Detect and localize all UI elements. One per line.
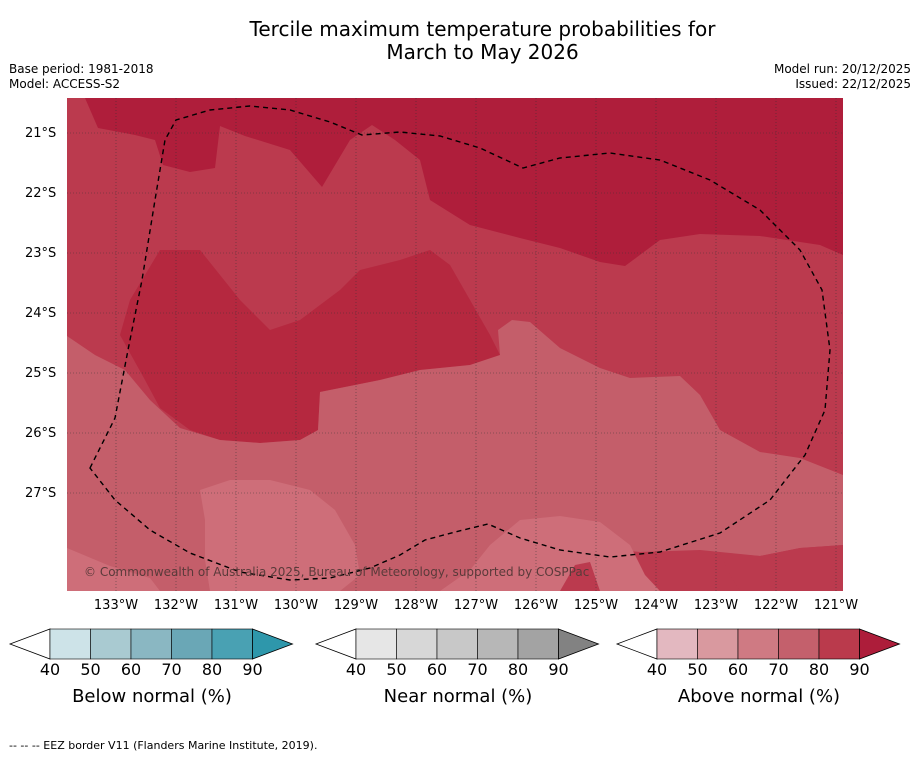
colorbar-segment — [211, 628, 253, 660]
lon-label: 130°W — [273, 598, 319, 613]
lon-label: 131°W — [213, 598, 259, 613]
colorbar-segment — [171, 628, 213, 660]
colorbar-segment — [355, 628, 397, 660]
eez-border — [89, 105, 831, 581]
chart-title: Tercile maximum temperature probabilitie… — [0, 18, 919, 64]
colorbar-segment — [49, 628, 91, 660]
colorbar-label-above: Above normal (%) — [677, 686, 841, 707]
colorbar-segment — [778, 628, 820, 660]
colorbar-segment — [130, 628, 172, 660]
colorbar-tick-label: 50 — [386, 660, 407, 679]
copyright-note: © Commonwealth of Australia 2025, Bureau… — [84, 565, 590, 579]
meta-right: Model run: 20/12/2025 Issued: 22/12/2025 — [774, 62, 911, 92]
lat-label: 22°S — [25, 186, 57, 201]
lon-label: 132°W — [153, 598, 199, 613]
colorbar-arrow-high — [252, 628, 294, 660]
colorbar-tick-label: 50 — [687, 660, 708, 679]
colorbar-arrow-high — [859, 628, 901, 660]
colorbar-tick-label: 60 — [426, 660, 448, 679]
lat-label: 24°S — [25, 306, 57, 321]
colorbar-tick-label: 70 — [768, 660, 789, 679]
colorbar-tick-label: 80 — [808, 660, 830, 679]
colorbar-arrow-low — [314, 628, 357, 660]
model-run: Model run: 20/12/2025 — [773, 62, 911, 76]
colorbar-segment — [436, 628, 478, 660]
colorbar-tick-label: 40 — [646, 660, 668, 679]
footnote: -- -- -- EEZ border V11 (Flanders Marine… — [9, 739, 318, 752]
colorbar-segment — [396, 628, 438, 660]
lat-label: 27°S — [25, 486, 57, 501]
colorbar-tick-label: 90 — [242, 660, 263, 679]
lat-label: 25°S — [25, 366, 57, 381]
colorbar-tick-label: 40 — [345, 660, 367, 679]
title-line-1: Tercile maximum temperature probabilitie… — [249, 17, 716, 41]
lat-label: 21°S — [25, 126, 57, 141]
issued-date: Issued: 22/12/2025 — [795, 77, 911, 91]
lon-label: 127°W — [453, 598, 499, 613]
colorbar-arrow-low — [8, 628, 51, 660]
colorbar-segment — [517, 628, 559, 660]
lat-label: 26°S — [25, 426, 57, 441]
colorbar-label-near: Near normal (%) — [383, 686, 533, 707]
model-name: Model: ACCESS-S2 — [9, 77, 121, 91]
colorbar-segment — [90, 628, 132, 660]
probability-field — [67, 98, 843, 591]
lon-label: 124°W — [633, 598, 679, 613]
colorbar-label-below: Below normal (%) — [72, 686, 232, 707]
gridlines — [67, 98, 843, 591]
colorbar-tick-label: 60 — [120, 660, 142, 679]
lon-label: 126°W — [513, 598, 559, 613]
colorbar-tick-label: 80 — [201, 660, 223, 679]
colorbar-tick-label: 70 — [467, 660, 488, 679]
colorbar-arrow-low — [615, 628, 658, 660]
meta-left: Base period: 1981-2018 Model: ACCESS-S2 — [9, 62, 154, 92]
field-90-top — [67, 98, 843, 266]
title-line-2: March to May 2026 — [386, 40, 579, 64]
base-period: Base period: 1981-2018 — [9, 62, 154, 76]
colorbar-segment — [656, 628, 698, 660]
colorbars — [8, 628, 901, 660]
lon-label: 123°W — [693, 598, 739, 613]
field-90-west — [120, 250, 500, 443]
field-80-90-spot — [560, 562, 600, 591]
lon-label: 128°W — [393, 598, 439, 613]
colorbar-tick-label: 80 — [507, 660, 529, 679]
colorbar-tick-label: 90 — [548, 660, 569, 679]
lon-label: 122°W — [753, 598, 799, 613]
field-60-70-south — [200, 480, 360, 591]
colorbar-tick-label: 70 — [161, 660, 182, 679]
colorbar-arrow-high — [558, 628, 600, 660]
colorbar-tick-label: 40 — [39, 660, 61, 679]
lon-label: 121°W — [813, 598, 859, 613]
colorbar-segment — [697, 628, 739, 660]
field-60-70-southeast — [440, 516, 660, 591]
colorbar-segment — [477, 628, 519, 660]
field-80-90-southeast — [720, 545, 843, 591]
lon-label: 133°W — [93, 598, 139, 613]
lon-label: 129°W — [333, 598, 379, 613]
colorbar-tick-label: 60 — [727, 660, 749, 679]
colorbar-segment — [818, 628, 860, 660]
lon-label: 125°W — [573, 598, 619, 613]
field-60-70-southwest — [67, 548, 160, 591]
colorbar-tick-label: 50 — [80, 660, 101, 679]
colorbar-tick-label: 90 — [849, 660, 870, 679]
lat-label: 23°S — [25, 246, 57, 261]
colorbar-segment — [737, 628, 779, 660]
